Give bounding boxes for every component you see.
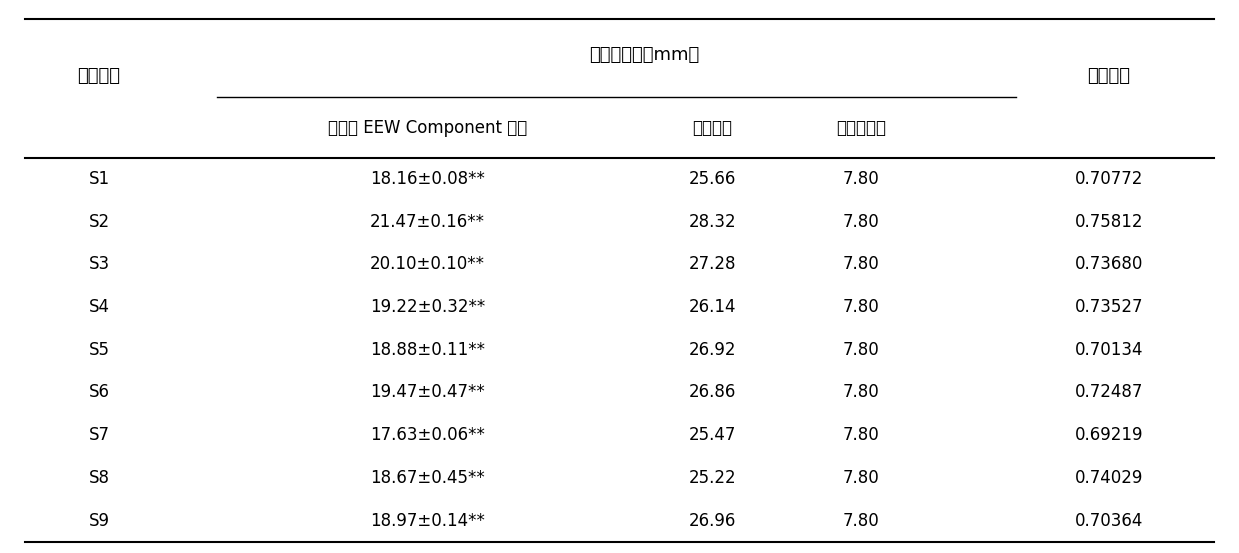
Text: 27.28: 27.28 (689, 255, 736, 273)
Text: 7.80: 7.80 (843, 213, 880, 231)
Text: S6: S6 (89, 383, 109, 401)
Text: 7.80: 7.80 (843, 255, 880, 273)
Text: 18.16±0.08**: 18.16±0.08** (370, 170, 484, 188)
Text: 7.80: 7.80 (843, 512, 880, 530)
Text: 25.22: 25.22 (689, 469, 736, 487)
Text: 0.75812: 0.75812 (1074, 213, 1144, 231)
Text: 7.80: 7.80 (843, 426, 880, 444)
Text: 万古霉素: 万古霉素 (693, 119, 732, 137)
Text: 样品编号: 样品编号 (78, 67, 120, 85)
Text: 0.73527: 0.73527 (1074, 298, 1144, 316)
Text: 7.80: 7.80 (843, 469, 880, 487)
Text: 25.47: 25.47 (689, 426, 736, 444)
Text: S3: S3 (88, 255, 110, 273)
Text: S8: S8 (89, 469, 109, 487)
Text: 25.66: 25.66 (689, 170, 736, 188)
Text: 0.72487: 0.72487 (1074, 383, 1144, 401)
Text: 26.92: 26.92 (689, 341, 736, 359)
Text: 五味子 EEW Component 部位: 五味子 EEW Component 部位 (328, 119, 527, 137)
Text: 0.70364: 0.70364 (1074, 512, 1144, 530)
Text: 19.22±0.32**: 19.22±0.32** (369, 298, 486, 316)
Text: 7.80: 7.80 (843, 298, 880, 316)
Text: 21.47±0.16**: 21.47±0.16** (370, 213, 484, 231)
Text: S1: S1 (88, 170, 110, 188)
Text: 18.67±0.45**: 18.67±0.45** (370, 469, 484, 487)
Text: 0.74029: 0.74029 (1074, 469, 1144, 487)
Text: 抑菌系数: 抑菌系数 (1088, 67, 1130, 85)
Text: 0.69219: 0.69219 (1074, 426, 1144, 444)
Text: 0.70772: 0.70772 (1074, 170, 1144, 188)
Text: 19.47±0.47**: 19.47±0.47** (370, 383, 484, 401)
Text: 26.14: 26.14 (689, 298, 736, 316)
Text: 18.97±0.14**: 18.97±0.14** (370, 512, 484, 530)
Text: 7.80: 7.80 (843, 383, 880, 401)
Text: S4: S4 (89, 298, 109, 316)
Text: 26.86: 26.86 (689, 383, 736, 401)
Text: 18.88±0.11**: 18.88±0.11** (370, 341, 484, 359)
Text: 阴性对照组: 阴性对照组 (836, 119, 886, 137)
Text: S5: S5 (89, 341, 109, 359)
Text: S2: S2 (88, 213, 110, 231)
Text: S9: S9 (89, 512, 109, 530)
Text: 7.80: 7.80 (843, 341, 880, 359)
Text: 20.10±0.10**: 20.10±0.10** (370, 255, 484, 273)
Text: 28.32: 28.32 (689, 213, 736, 231)
Text: 7.80: 7.80 (843, 170, 880, 188)
Text: 0.73680: 0.73680 (1074, 255, 1144, 273)
Text: S7: S7 (89, 426, 109, 444)
Text: 0.70134: 0.70134 (1074, 341, 1144, 359)
Text: 抑菌圈直径（mm）: 抑菌圈直径（mm） (590, 46, 699, 64)
Text: 26.96: 26.96 (689, 512, 736, 530)
Text: 17.63±0.06**: 17.63±0.06** (370, 426, 484, 444)
